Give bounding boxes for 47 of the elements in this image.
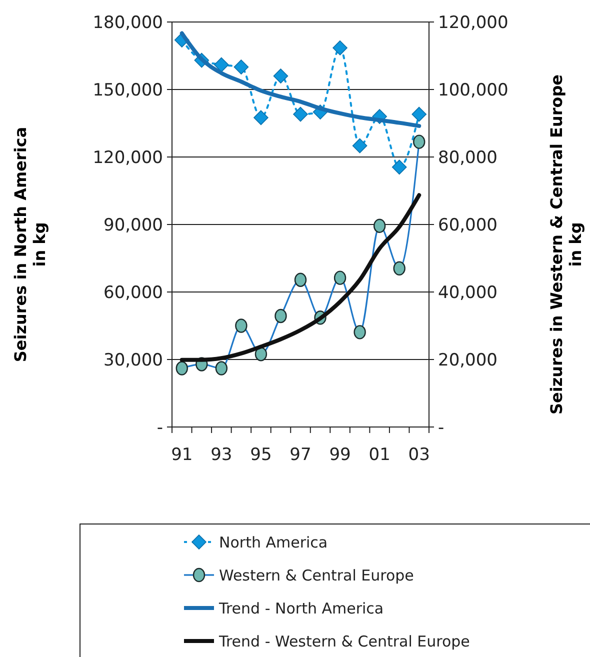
x-tick-label: 91 (171, 445, 193, 465)
y2-tick-label: 40,000 (438, 282, 498, 303)
x-tick-label: 97 (290, 445, 312, 465)
point (354, 325, 366, 340)
point (234, 60, 249, 74)
point (215, 361, 228, 376)
point (273, 68, 288, 84)
point (373, 218, 386, 233)
y2-tick-label: 100,000 (438, 80, 508, 100)
legend-label: Trend - North America (218, 599, 384, 618)
y2-tick-label: 20,000 (438, 350, 498, 370)
point (214, 57, 229, 72)
y2-tick-label: 80,000 (438, 148, 498, 168)
y-tick-label: 150,000 (92, 80, 163, 100)
point (334, 270, 346, 285)
point (235, 318, 248, 333)
y2-axis-title: Seizures in Western & Central Europe in kg (547, 74, 586, 415)
y2-tick-label: 60,000 (438, 215, 498, 236)
x-tick-label: 99 (329, 445, 351, 465)
point (352, 138, 368, 154)
point (254, 347, 268, 362)
point (332, 40, 348, 56)
point (176, 361, 188, 376)
point (274, 308, 287, 324)
legend-label: Western & Central Europe (219, 566, 414, 584)
y-tick-label: - (156, 418, 163, 438)
y-tick-label: 90,000 (104, 215, 163, 236)
legend-label: North America (219, 533, 328, 552)
point (294, 272, 307, 287)
point (413, 134, 426, 149)
y-tick-label: 60,000 (104, 282, 163, 303)
y2-tick-label: 120,000 (438, 12, 508, 33)
legend-label: Trend - Western & Central Europe (218, 632, 470, 650)
y2-tick-label: - (438, 418, 444, 438)
point (254, 110, 268, 126)
y-axis-title: Seizures in North America in kg (11, 126, 50, 362)
x-tick-label: 03 (408, 445, 430, 465)
x-tick-label: 93 (210, 445, 232, 465)
point (392, 160, 407, 175)
x-tick-label: 01 (368, 445, 390, 465)
x-tick-label: 95 (250, 445, 272, 465)
point (393, 261, 406, 276)
y-tick-label: 180,000 (92, 12, 163, 33)
y-tick-label: 30,000 (104, 350, 163, 370)
point (412, 106, 427, 122)
point (293, 106, 308, 122)
y-tick-label: 120,000 (92, 148, 163, 168)
